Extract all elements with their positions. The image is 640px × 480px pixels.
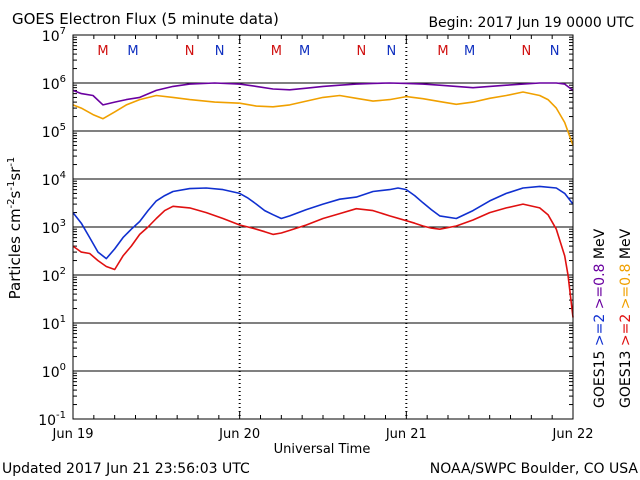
mag-marker: M [437,44,448,59]
y-tick-labels: 10-1 100 101 102 103 104 105 106 107 [38,26,66,429]
mag-marker: N [215,44,225,59]
y-tick-label: 105 [42,122,66,141]
legend-group: GOES13 >=2 >=0.8 MeV [618,228,634,408]
y-tick-label: 102 [42,266,66,285]
x-tick-label: Jun 21 [385,427,427,442]
mag-marker: M [299,44,310,59]
mag-marker: M [464,44,475,59]
legend: GOES15 >=2 >=0.8 MeV GOES13 >=2 >=0.8 Me… [592,228,634,408]
series-line-blue [72,185,574,260]
series-layer [72,82,574,318]
x-tick-label: Jun 20 [218,427,260,442]
y-axis-label: Particles cm-2s-1sr-1 [6,157,24,300]
plot-frame [72,34,574,420]
series-line-red [72,203,574,318]
updated-timestamp: Updated 2017 Jun 21 23:56:03 UTC [2,461,250,477]
mag-marker: N [386,44,396,59]
x-tick-label: Jun 22 [552,427,594,442]
mag-marker: N [550,44,560,59]
series-line-purple [72,82,574,106]
y-tick-label: 104 [42,170,66,189]
credit: NOAA/SWPC Boulder, CO USA [430,461,639,477]
mag-marker: N [521,44,531,59]
y-tick-label: 101 [42,314,66,333]
x-tick-label: Jun 19 [52,427,94,442]
y-tick-label: 107 [42,26,66,45]
mag-marker: M [271,44,282,59]
grid-lines [73,36,573,406]
mag-marker: M [97,44,108,59]
series-line-orange [72,91,574,146]
y-tick-label: 103 [42,218,66,237]
y-tick-label: 106 [42,74,66,93]
mag-marker: N [356,44,366,59]
y-tick-label: 100 [42,362,66,381]
x-tick-labels: Jun 19 Jun 20 Jun 21 Jun 22 [52,427,594,442]
mag-marker: N [185,44,195,59]
y-tick-label: 10-1 [38,410,66,429]
x-axis-label: Universal Time [274,442,371,457]
legend-group: GOES15 >=2 >=0.8 MeV [592,228,608,408]
begin-date: Begin: 2017 Jun 19 0000 UTC [428,15,634,31]
mag-marker: M [127,44,138,59]
chart-title: GOES Electron Flux (5 minute data) [12,10,279,28]
